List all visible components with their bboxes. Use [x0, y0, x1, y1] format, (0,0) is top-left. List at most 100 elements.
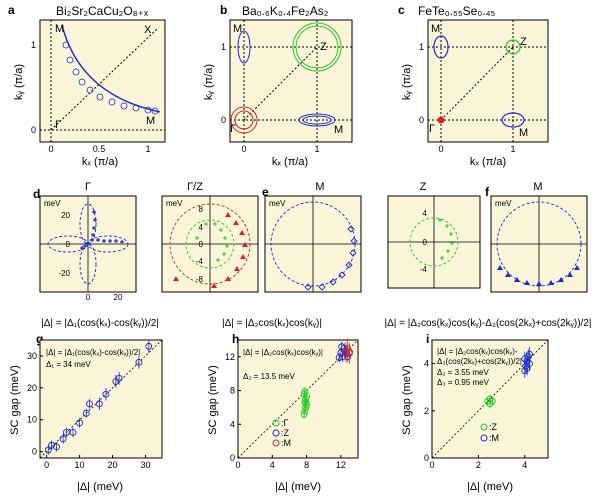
panel-c: c FeTe₀.₅₅Se₀.₄₅ M Z Γ M 1 0 0 1 kₓ (π/a…: [398, 3, 549, 168]
y-tick-label: 0: [32, 447, 37, 457]
panel-c-Z-pocket: [505, 39, 521, 55]
data-point: [62, 429, 70, 436]
panel-a-ytick-0: 0: [31, 125, 36, 135]
x-tick-label: 0: [44, 460, 49, 470]
panel-a-M-right: M: [146, 115, 155, 127]
panel-h: h |Δ| = |Δ₂cos(kₓ)cos(kᵧ)| Δ₂ = 13.5 meV…: [207, 332, 359, 493]
data-point: [521, 355, 529, 363]
y-tick-label: 12: [225, 352, 235, 362]
panel-c-gamma-pocket: [437, 116, 445, 124]
data-point: [342, 349, 350, 357]
panel-b-M-top: M: [233, 23, 242, 35]
panel-c-M-top: M: [431, 23, 440, 35]
panel-d-tick-20: 20: [61, 211, 70, 220]
panel-f1-circle: [409, 217, 459, 267]
data-point: [86, 400, 93, 408]
x-tick-label: 10: [75, 460, 85, 470]
panel-f1-title: Z: [420, 181, 427, 193]
panel-a-xtick-1: 1: [145, 144, 150, 154]
legend-label: :Z: [281, 428, 290, 438]
panel-c-xlabel: kₓ (π/a): [470, 156, 506, 168]
panel-b-ytick-0: 0: [221, 115, 226, 125]
panel-i-formula1: |Δ| = |Δ₂cos(kₓ)cos(kᵧ)-: [437, 347, 518, 356]
panel-f1-tick-m4: -4: [420, 265, 428, 274]
panel-b-title: Ba₀.₆K₀.₄Fe₂As₂: [242, 4, 329, 18]
panel-i-xlabel: |Δ| (meV): [467, 481, 513, 493]
y-tick-label: 20: [27, 383, 37, 393]
x-tick-label: 2: [476, 460, 481, 470]
formula-a: |Δ| = |Δ₁(cos(kₓ)-cos(kᵧ))/2|: [41, 318, 159, 329]
y-tick-label: 0: [230, 453, 235, 463]
formula-b: |Δ| = |Δ₂cos(kₓ)cos(kᵧ)|: [222, 318, 322, 329]
panel-c-M-pocket-right: [501, 112, 525, 128]
y-tick-label: 4: [230, 419, 235, 429]
panel-g-param: Δ₁ = 34 meV: [46, 360, 91, 369]
panel-f2-unit: meV: [495, 199, 512, 208]
panel-d2-title: Γ/Z: [187, 181, 203, 193]
panel-letter-f: f: [485, 185, 490, 199]
legend-marker: [480, 423, 488, 431]
data-point: [48, 441, 55, 449]
data-point: [335, 354, 343, 362]
y-tick-label: 2: [424, 406, 429, 416]
panel-letter-g: g: [36, 332, 43, 346]
y-tick-label: 10: [27, 415, 37, 425]
panel-d-xtick-0: 0: [86, 293, 91, 302]
panel-b-gamma: Γ: [230, 123, 236, 135]
data-point: [523, 364, 531, 372]
panel-f: Z 4 0 -4 f M meV: [387, 181, 588, 293]
panel-d2-red-circle: [169, 203, 251, 285]
y-tick-label: 8: [230, 386, 235, 396]
panel-b-M-right: M: [334, 124, 343, 136]
data-point: [300, 410, 308, 418]
panel-b-M-pocket-top: [237, 30, 251, 64]
panel-a-fermi-surface: [61, 24, 161, 113]
data-point: [69, 429, 77, 436]
panel-f1-tick-4: 4: [423, 209, 428, 218]
panel-f1-crosses: [438, 218, 454, 260]
legend-label: :M: [281, 438, 291, 448]
panel-d2-green-crosses: [195, 222, 229, 262]
legend-label: :Γ: [281, 418, 289, 428]
panel-e: e M meV: [262, 181, 362, 293]
data-point: [53, 443, 60, 451]
panel-d-unit: meV: [44, 199, 61, 208]
panel-h-xlabel: |Δ| (meV): [275, 481, 321, 493]
panel-d2-tick-m8: -8: [196, 275, 204, 284]
data-point: [488, 397, 496, 405]
panel-d2-tick-4: 4: [199, 223, 204, 232]
panel-b-M-pocket-right: [298, 113, 336, 127]
diagonal-line: [237, 339, 359, 459]
panel-a-xtick-0: 0: [48, 144, 53, 154]
panel-c-M-pocket-top: [433, 35, 449, 59]
panel-a-title: Bi₂Sr₂CaCu₂O₈₊ₓ: [56, 4, 148, 18]
y-tick-label: 4: [424, 359, 429, 369]
panel-d2-tick-m4: -4: [196, 257, 204, 266]
x-tick-label: 4: [522, 460, 527, 470]
panel-b-Z-pocket: [292, 22, 342, 72]
data-point: [484, 397, 492, 405]
panel-b-xlabel: kₓ (π/a): [272, 156, 308, 168]
panel-f2-title: M: [533, 181, 542, 193]
panel-b-xtick-1: 1: [314, 144, 319, 154]
panel-c-gamma: Γ: [429, 123, 435, 135]
panel-c-M-right: M: [519, 127, 528, 139]
data-point: [102, 390, 110, 398]
panel-e-diamonds: [304, 225, 358, 291]
panel-a-M-top: M: [55, 23, 64, 35]
panel-d2-tick-8: 8: [199, 205, 204, 214]
x-tick-label: 4: [270, 460, 275, 470]
panel-d2-tick-0: 0: [199, 240, 204, 249]
data-point: [302, 399, 310, 407]
data-point: [344, 344, 352, 352]
legend-label: :M: [489, 433, 499, 443]
y-tick-label: 0: [424, 453, 429, 463]
data-point: [115, 374, 123, 382]
data-point: [345, 350, 353, 357]
panel-d2: Γ/Z meV 8 4 0 -4 -8: [161, 181, 259, 293]
panel-c-frame: [427, 19, 549, 143]
data-point: [59, 435, 67, 443]
panel-c-ylabel: kᵧ (π/a): [401, 64, 413, 100]
panel-c-title: FeTe₀.₅₅Se₀.₄₅: [418, 4, 496, 18]
